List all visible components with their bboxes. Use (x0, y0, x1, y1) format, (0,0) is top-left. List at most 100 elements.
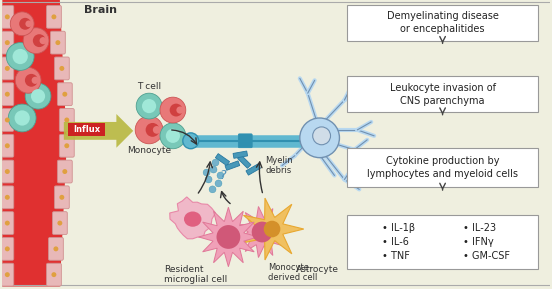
Circle shape (65, 118, 69, 123)
Circle shape (31, 77, 39, 84)
Ellipse shape (184, 212, 201, 227)
Polygon shape (199, 207, 258, 267)
Circle shape (160, 123, 186, 149)
Circle shape (5, 14, 10, 19)
Circle shape (40, 37, 47, 44)
Text: Cytokine production by
lymphocytes and myeloid cells: Cytokine production by lymphocytes and m… (367, 156, 518, 179)
Circle shape (5, 143, 10, 148)
FancyBboxPatch shape (1, 31, 14, 54)
FancyBboxPatch shape (52, 212, 67, 234)
Circle shape (169, 104, 183, 116)
Circle shape (177, 106, 184, 114)
FancyBboxPatch shape (60, 134, 74, 157)
Polygon shape (64, 114, 133, 148)
Polygon shape (237, 207, 288, 257)
FancyBboxPatch shape (68, 123, 105, 136)
Circle shape (54, 247, 59, 251)
Circle shape (25, 83, 51, 109)
Circle shape (51, 14, 56, 19)
FancyBboxPatch shape (60, 0, 550, 286)
FancyBboxPatch shape (60, 109, 74, 131)
Circle shape (312, 127, 331, 145)
Circle shape (55, 40, 60, 45)
Circle shape (57, 221, 62, 225)
Circle shape (217, 172, 224, 179)
Circle shape (5, 221, 10, 225)
Text: Resident
microglial cell: Resident microglial cell (164, 265, 227, 284)
FancyBboxPatch shape (347, 148, 538, 187)
FancyBboxPatch shape (1, 186, 14, 209)
Polygon shape (170, 197, 215, 239)
Circle shape (300, 118, 339, 158)
Circle shape (5, 272, 10, 277)
Circle shape (6, 43, 34, 71)
Text: ?: ? (219, 169, 226, 182)
Circle shape (51, 272, 56, 277)
FancyBboxPatch shape (1, 5, 14, 28)
Text: Monocyte-
derived cell: Monocyte- derived cell (268, 263, 317, 282)
FancyBboxPatch shape (347, 5, 538, 41)
Circle shape (25, 74, 38, 87)
Circle shape (23, 28, 49, 53)
Polygon shape (237, 155, 251, 168)
Circle shape (62, 92, 67, 97)
Circle shape (31, 89, 45, 103)
Circle shape (215, 180, 222, 187)
FancyBboxPatch shape (55, 186, 69, 209)
Polygon shape (246, 164, 261, 175)
Text: T cell: T cell (137, 82, 161, 91)
FancyBboxPatch shape (1, 83, 14, 105)
Circle shape (5, 66, 10, 71)
FancyBboxPatch shape (49, 238, 63, 260)
Circle shape (136, 93, 162, 119)
Text: Demyelinating disease
or encephalitides: Demyelinating disease or encephalitides (386, 11, 498, 34)
FancyBboxPatch shape (46, 5, 61, 28)
Circle shape (19, 18, 31, 30)
FancyBboxPatch shape (1, 263, 14, 286)
Circle shape (212, 159, 219, 166)
FancyBboxPatch shape (55, 57, 69, 80)
Circle shape (5, 92, 10, 97)
Circle shape (264, 221, 280, 237)
Polygon shape (233, 151, 247, 158)
FancyBboxPatch shape (1, 134, 14, 157)
Circle shape (33, 34, 46, 47)
Circle shape (5, 40, 10, 45)
Circle shape (25, 21, 32, 27)
FancyBboxPatch shape (347, 215, 538, 269)
Circle shape (183, 133, 199, 149)
FancyBboxPatch shape (50, 31, 65, 54)
FancyBboxPatch shape (238, 134, 252, 148)
Circle shape (252, 222, 273, 242)
Circle shape (5, 247, 10, 251)
Circle shape (5, 169, 10, 174)
Text: Myelin
debris: Myelin debris (265, 156, 293, 175)
Circle shape (142, 99, 156, 113)
Circle shape (5, 195, 10, 200)
FancyBboxPatch shape (1, 238, 14, 260)
Text: Brain: Brain (84, 5, 116, 15)
Circle shape (15, 67, 41, 93)
Circle shape (60, 66, 65, 71)
Circle shape (146, 123, 160, 137)
Polygon shape (2, 0, 67, 286)
Circle shape (153, 126, 161, 134)
FancyBboxPatch shape (1, 212, 14, 234)
Text: • IL-23
• IFNγ
• GM-CSF: • IL-23 • IFNγ • GM-CSF (463, 223, 510, 261)
Circle shape (60, 195, 65, 200)
Circle shape (160, 97, 186, 123)
Circle shape (65, 143, 69, 148)
Polygon shape (215, 154, 230, 166)
Circle shape (5, 118, 10, 123)
Circle shape (62, 169, 67, 174)
FancyBboxPatch shape (46, 263, 61, 286)
FancyBboxPatch shape (1, 109, 14, 131)
Circle shape (13, 49, 28, 64)
Text: Astrocyte: Astrocyte (296, 265, 339, 274)
Circle shape (8, 104, 36, 132)
Text: Leukocyte invasion of
CNS parenchyma: Leukocyte invasion of CNS parenchyma (390, 83, 496, 106)
Circle shape (205, 176, 212, 183)
FancyBboxPatch shape (1, 160, 14, 183)
Circle shape (10, 12, 34, 36)
Circle shape (135, 116, 163, 144)
